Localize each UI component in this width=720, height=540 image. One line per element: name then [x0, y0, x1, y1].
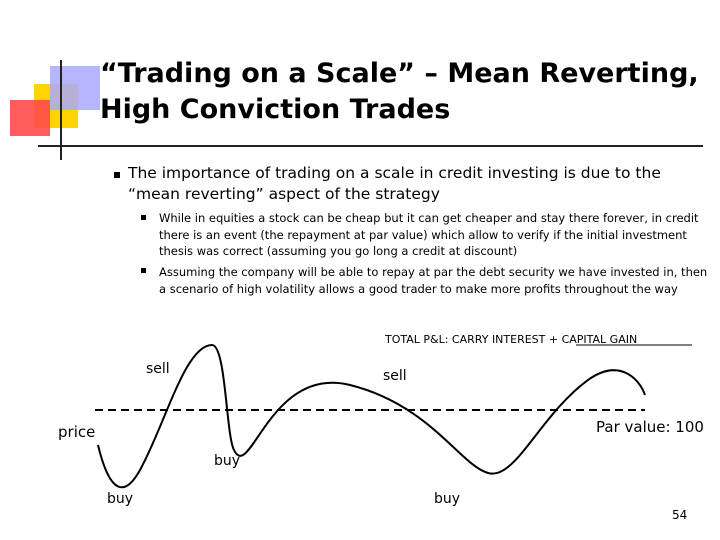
decorative-vertical-line: [60, 60, 62, 160]
buy-label-2: buy: [107, 491, 133, 507]
sell-label-2: sell: [383, 368, 407, 384]
decorative-red-square: [10, 100, 50, 136]
decorative-blue-square: [50, 66, 100, 110]
slide-title: “Trading on a Scale” – Mean Reverting, H…: [100, 58, 699, 125]
bullet-marker: [114, 172, 120, 178]
price-path-curve: [97, 343, 646, 489]
price-label: price: [58, 423, 95, 441]
par-value-label: Par value: 100: [596, 418, 704, 436]
buy-label-1: buy: [214, 453, 240, 469]
main-bullet-text: The importance of trading on a scale in …: [128, 164, 661, 203]
buy-label-3: buy: [434, 491, 460, 507]
sell-label-1: sell: [146, 361, 170, 377]
page-number: 54: [672, 508, 688, 522]
sub-bullet-text-2: Assuming the company will be able to rep…: [159, 265, 708, 296]
total-pnl-label: TOTAL P&L: CARRY INTEREST + CAPITAL GAIN: [384, 333, 637, 346]
price-path-diagram: TOTAL P&L: CARRY INTEREST + CAPITAL GAIN…: [58, 333, 704, 507]
sub-bullet-marker: [141, 215, 146, 220]
sub-bullet-marker: [141, 268, 146, 273]
title-divider-line: [38, 145, 703, 147]
sub-bullet-text-1: While in equities a stock can be cheap b…: [159, 211, 699, 258]
